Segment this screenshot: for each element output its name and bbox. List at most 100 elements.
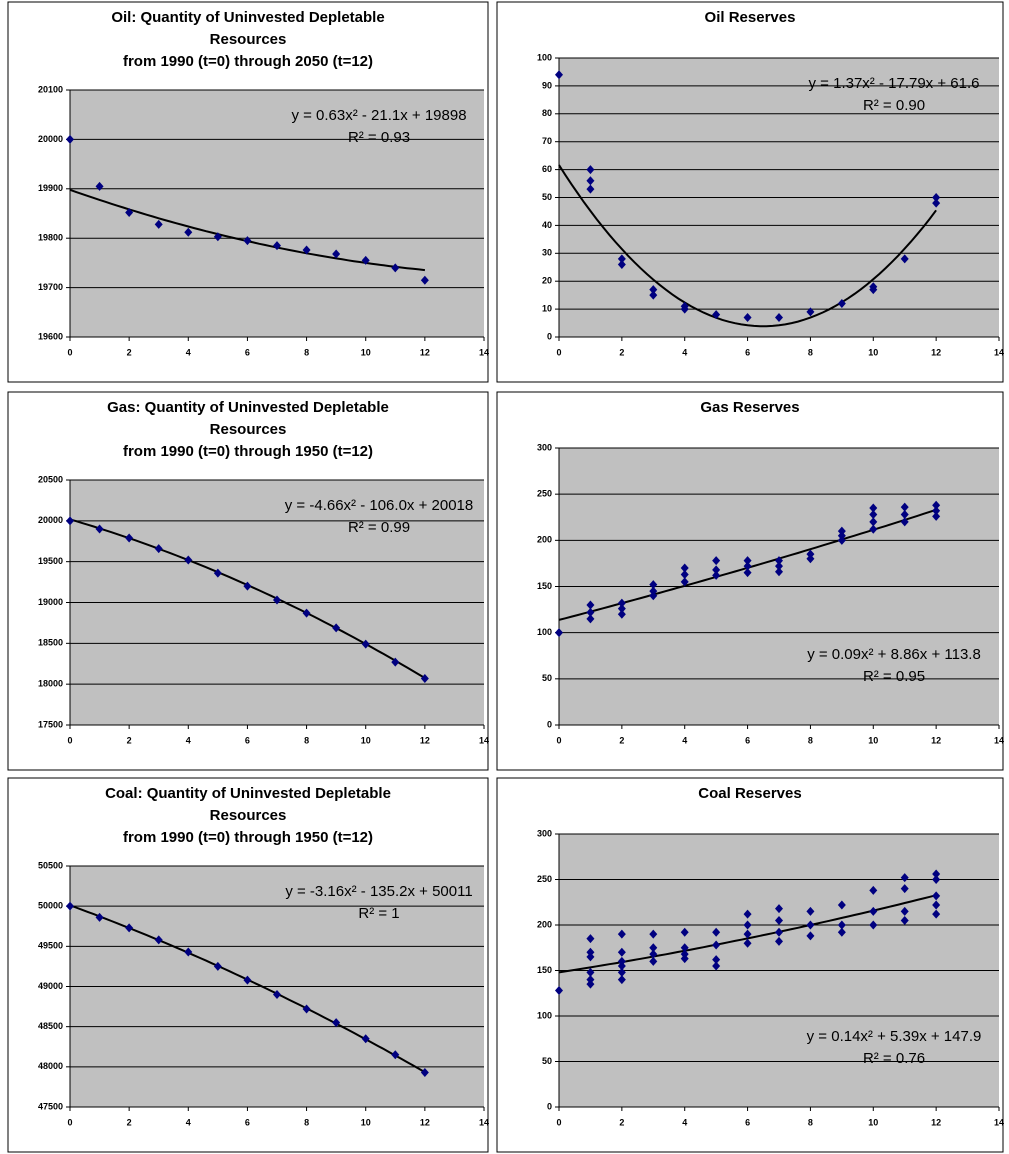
chart-panel: Coal Reserves 0 50 100 150 200 250 300 0 2 4 6 8 10 12… [496,777,1004,1153]
data-point [555,628,563,638]
data-point [66,901,74,911]
x-tick-label: 8 [304,1117,309,1127]
y-tick-label: 0 [547,719,552,729]
data-point [900,254,909,264]
data-point [649,591,658,601]
y-tick-label: 19000 [38,597,63,607]
data-point [617,967,626,977]
x-tick-label: 6 [245,347,250,357]
data-point [743,938,752,948]
data-point [712,570,721,580]
data-point [302,608,311,618]
data-point [806,549,815,559]
data-point [869,524,878,534]
y-tick-label: 19500 [38,556,63,566]
data-point [586,614,595,624]
data-point [680,304,689,314]
x-tick-label: 10 [868,347,878,357]
data-point [680,927,689,937]
x-tick-label: 2 [619,347,624,357]
data-point [932,891,941,901]
y-tick-label: 90 [542,80,552,90]
y-tick-label: 40 [542,220,552,230]
x-tick-label: 0 [67,347,72,357]
data-point [66,516,74,526]
y-tick-label: 19800 [38,233,63,243]
data-point [932,900,941,910]
y-tick-label: 49000 [38,981,63,991]
data-point [900,873,909,883]
data-point [617,956,626,966]
data-point [837,299,846,309]
x-tick-label: 4 [186,1117,191,1127]
x-tick-label: 10 [361,347,371,357]
data-point [243,581,252,591]
data-point [649,586,658,596]
data-point [743,556,752,566]
data-point [743,920,752,930]
data-point [775,312,783,322]
data-point [586,967,595,977]
y-tick-label: 200 [537,919,552,929]
x-tick-label: 12 [931,347,941,357]
data-point [391,263,400,273]
y-tick-label: 49500 [38,941,63,951]
data-point [649,949,658,959]
data-point [184,227,193,237]
data-point [617,254,626,264]
data-point [332,249,341,259]
data-point [420,673,429,683]
data-point [243,236,252,246]
data-point [391,1050,400,1060]
data-point [649,580,658,590]
x-tick-label: 2 [127,735,132,745]
data-point [617,259,626,269]
y-tick-label: 200 [537,535,552,545]
chart-title: Resources [210,421,287,438]
data-point [273,595,281,605]
y-tick-label: 250 [537,489,552,499]
data-point [680,569,689,579]
data-point [837,526,846,536]
data-point [391,657,400,667]
y-tick-label: 50 [542,1056,552,1066]
chart-title: Gas Reserves [700,399,799,416]
data-point [555,70,563,80]
y-tick-label: 0 [547,331,552,341]
data-point [775,567,783,577]
x-tick-label: 10 [868,735,878,745]
chart-panel: Oil: Quantity of Uninvested Depletable Re… [7,1,489,383]
chart-title: Coal: Quantity of Uninvested Depletable [105,785,391,802]
data-point [95,181,104,191]
x-tick-label: 2 [619,1117,624,1127]
data-point [125,923,134,933]
y-tick-label: 70 [542,136,552,146]
data-point [649,285,658,295]
data-point [900,906,909,916]
data-point [649,943,658,953]
data-point [66,134,74,144]
y-tick-label: 20100 [38,84,63,94]
y-tick-label: 300 [537,828,552,838]
data-point [712,955,721,965]
data-point [213,232,222,242]
data-point [837,927,846,937]
data-point [869,885,878,895]
chart-title: Oil Reserves [705,9,796,26]
data-point [617,929,626,939]
y-tick-label: 100 [537,52,552,62]
data-point [649,290,658,300]
chart-panel: Gas: Quantity of Uninvested Depletable Re… [7,391,489,771]
y-tick-label: 150 [537,965,552,975]
chart-title: from 1990 (t=0) through 1950 (t=12) [123,443,373,460]
y-tick-label: 47500 [38,1101,63,1111]
trendline [558,164,937,328]
y-tick-label: 50 [542,192,552,202]
data-point [775,936,783,946]
data-point [243,975,252,985]
x-tick-label: 0 [67,735,72,745]
data-point [932,511,941,521]
data-point [900,502,909,512]
data-point [806,554,815,564]
data-point [586,184,595,194]
